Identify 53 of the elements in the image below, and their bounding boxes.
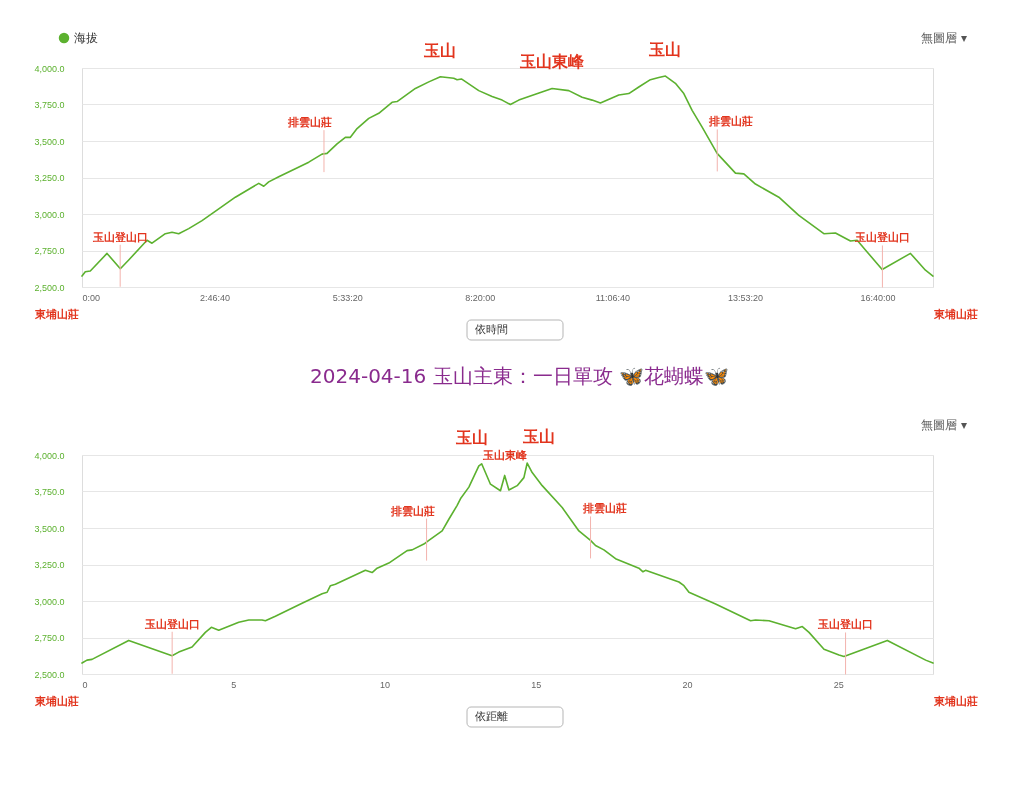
annotation: 玉山登山口 <box>853 231 910 245</box>
y-tick-label: 4,000.0 <box>34 63 65 74</box>
annotation: 玉山 <box>454 427 488 447</box>
annotation: 玉山登山口 <box>817 618 874 632</box>
annotation: 玉山 <box>648 40 682 60</box>
x-tick-label: 16:40:00 <box>860 292 896 303</box>
y-tick-label: 3,000.0 <box>34 209 65 220</box>
annotation: 玉山 <box>522 427 556 447</box>
y-tick-label: 2,750.0 <box>34 633 65 643</box>
annotation: 排雲山莊 <box>708 115 754 129</box>
text: 依距離 <box>475 710 508 723</box>
annotation: 排雲山莊 <box>389 504 435 518</box>
text: 依時間 <box>475 323 508 336</box>
annotation: 玉山東峰 <box>519 52 586 72</box>
annotation: 排雲山莊 <box>581 502 627 516</box>
y-tick-label: 2,500.0 <box>34 669 65 680</box>
x-tick-label: 11:06:40 <box>595 292 630 303</box>
x-tick-label: 5:33:20 <box>332 292 363 303</box>
y-tick-label: 3,000.0 <box>34 596 65 607</box>
text: 無圖層 ▾ <box>921 418 967 432</box>
annotation: 排雲山莊 <box>286 116 332 130</box>
x-tick-label: 0:00 <box>82 292 101 303</box>
text: 東埔山莊 <box>34 308 79 321</box>
y-tick-label: 2,500.0 <box>34 282 65 293</box>
y-tick-label: 3,250.0 <box>34 560 65 570</box>
y-tick-label: 3,750.0 <box>34 100 65 110</box>
line-series <box>81 462 934 664</box>
text: 東埔山莊 <box>933 308 978 321</box>
y-tick-label: 3,500.0 <box>34 523 65 534</box>
text: 東埔山莊 <box>933 695 978 708</box>
y-tick-label: 4,000.0 <box>34 450 65 461</box>
x-tick-label: 10 <box>380 679 391 690</box>
line-series <box>81 75 934 277</box>
x-tick-label: 8:20:00 <box>465 292 496 303</box>
text: 東埔山莊 <box>34 695 79 708</box>
x-tick-label: 2:46:40 <box>200 292 231 303</box>
chart-title: 2024-04-16 玉山主東：一日單攻 🦋花蝴蝶🦋 <box>310 364 729 388</box>
y-tick-label: 3,500.0 <box>34 136 65 147</box>
annotation: 玉山登山口 <box>91 230 148 244</box>
x-tick-label: 13:53:20 <box>727 292 763 303</box>
annotation: 玉山 <box>423 40 457 60</box>
x-tick-label: 15 <box>531 679 542 690</box>
legend-label: 海拔 <box>74 31 98 45</box>
y-tick-label: 3,250.0 <box>34 173 65 183</box>
x-tick-label: 0 <box>82 679 88 690</box>
annotation: 玉山登山口 <box>143 617 200 631</box>
x-tick-label: 25 <box>833 679 844 690</box>
x-tick-label: 5 <box>231 679 237 690</box>
x-tick-label: 20 <box>682 679 693 690</box>
y-tick-label: 3,750.0 <box>34 487 65 497</box>
annotation: 玉山東峰 <box>481 449 528 463</box>
y-tick-label: 2,750.0 <box>34 246 65 256</box>
text: 無圖層 ▾ <box>921 31 967 45</box>
